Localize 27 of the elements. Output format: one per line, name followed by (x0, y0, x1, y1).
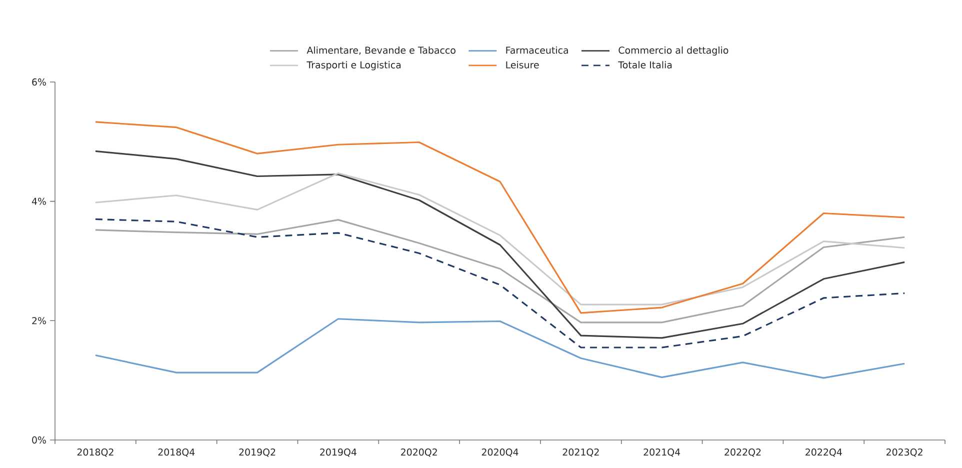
legend-label: Farmaceutica (506, 46, 568, 54)
legend-label: Totale Italia (618, 61, 672, 68)
x-tick-label: 2020Q2 (401, 448, 437, 457)
x-tick-label: 2018Q2 (77, 448, 114, 457)
x-tick-label: 2018Q4 (158, 448, 195, 457)
x-tick-label: 2022Q2 (724, 448, 761, 457)
x-tick-label: 2021Q4 (644, 448, 680, 457)
line-series (94, 218, 906, 348)
y-tick-label: 0% (32, 436, 46, 444)
x-tick-label: 2021Q2 (562, 448, 599, 457)
y-tick-label: 2% (32, 317, 46, 324)
legend-label: Leisure (506, 61, 539, 68)
legend-label: Alimentare, Bevande e Tabacco (306, 46, 456, 55)
y-tick-label: 4% (32, 198, 46, 205)
legend-label: Trasporti e Logistica (306, 61, 401, 70)
x-tick-label: 2019Q4 (320, 448, 356, 457)
x-tick-label: 2019Q2 (239, 448, 276, 457)
line-series (94, 172, 906, 306)
line-series (94, 121, 906, 314)
line-series (94, 219, 906, 324)
line-series (94, 318, 906, 379)
x-tick-label: 2020Q4 (482, 448, 518, 457)
legend-label: Commercio al dettaglio (618, 46, 728, 56)
y-tick-label: 6% (32, 78, 46, 86)
line-series (94, 150, 906, 339)
x-tick-label: 2022Q4 (806, 448, 842, 457)
x-tick-label: 2023Q2 (886, 448, 922, 457)
